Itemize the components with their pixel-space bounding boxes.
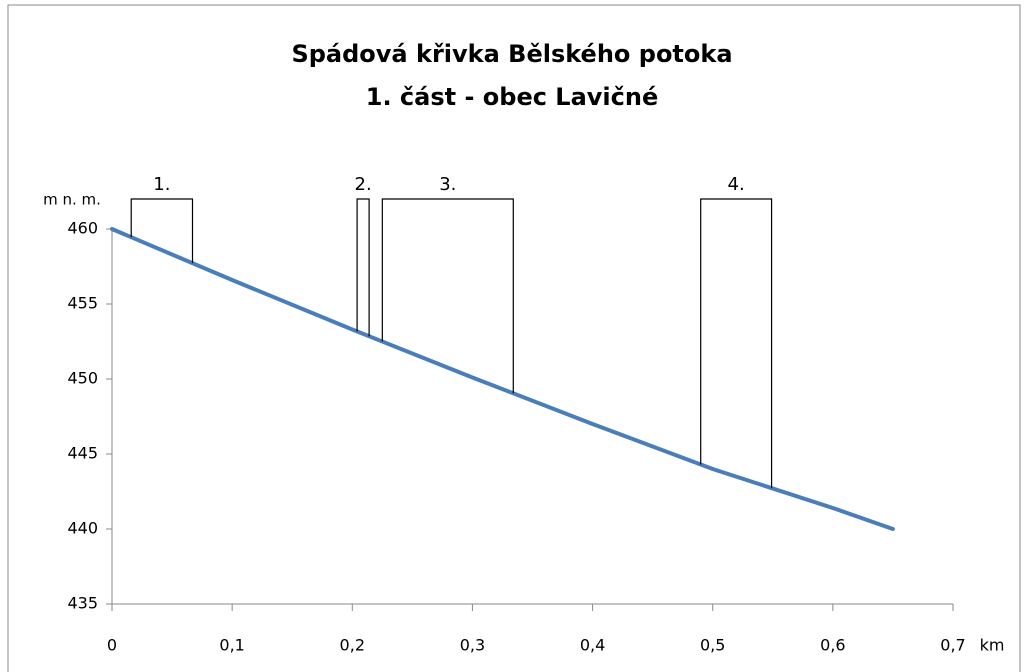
chart-subtitle: 1. část - obec Lavičné [366, 83, 659, 111]
bracket [356, 198, 370, 337]
bracket-label: 2. [355, 174, 372, 195]
x-tick-label: 0,6 [820, 636, 845, 655]
chart-frame [7, 4, 1021, 672]
x-tick-label: 0,4 [580, 636, 605, 655]
line-series [110, 227, 895, 531]
y-tick-label: 445 [67, 444, 98, 463]
x-tick-label: 0,3 [460, 636, 485, 655]
x-tick-label: 0,2 [340, 636, 365, 655]
y-axis-label: m n. m. [43, 191, 101, 209]
x-tick-label: 0,1 [219, 636, 244, 655]
bracket-label: 1. [153, 174, 170, 195]
bracket [700, 198, 773, 489]
x-tick-label: 0,7 [940, 636, 965, 655]
y-tick-label: 450 [67, 369, 98, 388]
y-tick-label: 435 [67, 594, 98, 613]
x-axis-label: km [980, 636, 1005, 655]
y-tick-label: 455 [67, 294, 98, 313]
x-tick-label: 0,5 [700, 636, 725, 655]
bracket-label: 4. [728, 174, 745, 195]
bracket [130, 198, 194, 264]
y-tick-label: 440 [67, 519, 98, 538]
x-tick-label: 0 [107, 636, 117, 655]
bracket [381, 198, 514, 394]
bracket-label: 3. [439, 174, 456, 195]
y-tick-label: 460 [67, 219, 98, 238]
chart-title: Spádová křivka Bělského potoka [291, 40, 732, 68]
